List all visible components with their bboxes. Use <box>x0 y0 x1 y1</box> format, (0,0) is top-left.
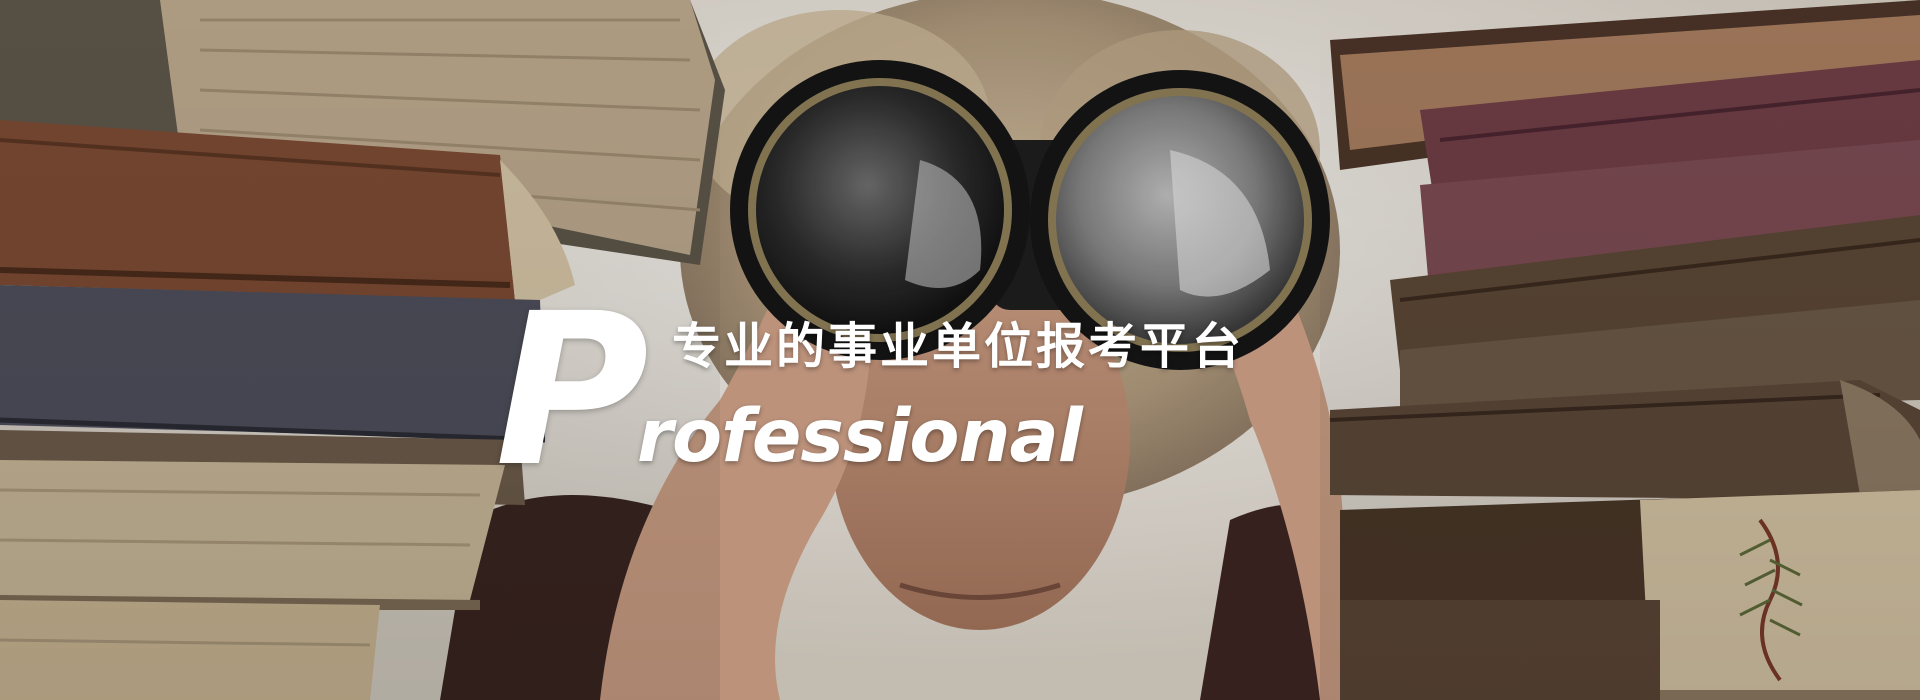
left-book-stack <box>0 0 725 700</box>
right-book-stack <box>1320 0 1920 700</box>
